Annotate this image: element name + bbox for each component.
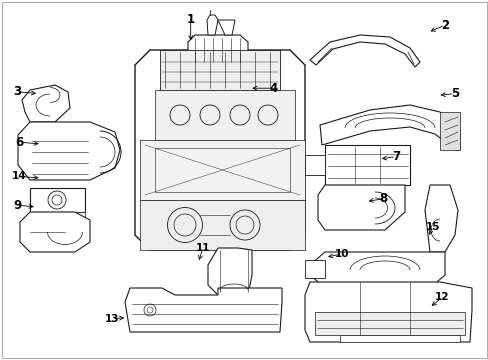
Polygon shape	[140, 200, 305, 250]
Polygon shape	[30, 212, 50, 218]
Text: 15: 15	[425, 222, 439, 232]
Polygon shape	[319, 105, 459, 150]
Text: 13: 13	[105, 314, 120, 324]
Text: 2: 2	[440, 19, 448, 32]
Polygon shape	[309, 35, 419, 67]
Text: 12: 12	[434, 292, 449, 302]
Polygon shape	[314, 312, 464, 335]
Polygon shape	[317, 185, 404, 230]
Text: 1: 1	[186, 13, 194, 26]
Text: 6: 6	[16, 136, 23, 149]
Polygon shape	[218, 20, 235, 35]
Text: 7: 7	[391, 150, 399, 163]
Text: 3: 3	[13, 85, 21, 98]
Polygon shape	[439, 112, 459, 150]
Polygon shape	[140, 140, 305, 200]
Polygon shape	[305, 260, 325, 278]
Polygon shape	[339, 335, 459, 342]
Text: 4: 4	[269, 82, 277, 95]
Polygon shape	[30, 188, 85, 212]
Polygon shape	[207, 248, 251, 295]
Polygon shape	[424, 185, 457, 252]
Polygon shape	[206, 15, 218, 35]
Text: 11: 11	[195, 243, 210, 253]
Polygon shape	[125, 288, 282, 332]
Polygon shape	[22, 85, 70, 122]
Polygon shape	[155, 90, 294, 140]
Polygon shape	[160, 50, 280, 90]
Polygon shape	[18, 122, 120, 180]
Text: 5: 5	[450, 87, 458, 100]
Polygon shape	[309, 252, 444, 288]
Polygon shape	[187, 35, 247, 65]
Polygon shape	[325, 145, 409, 185]
Polygon shape	[20, 212, 90, 252]
Text: 10: 10	[334, 249, 349, 259]
Text: 14: 14	[12, 171, 27, 181]
Polygon shape	[135, 50, 305, 250]
Text: 8: 8	[379, 192, 387, 205]
Polygon shape	[305, 282, 471, 342]
Text: 9: 9	[13, 199, 21, 212]
Polygon shape	[305, 155, 325, 175]
Polygon shape	[65, 212, 85, 218]
